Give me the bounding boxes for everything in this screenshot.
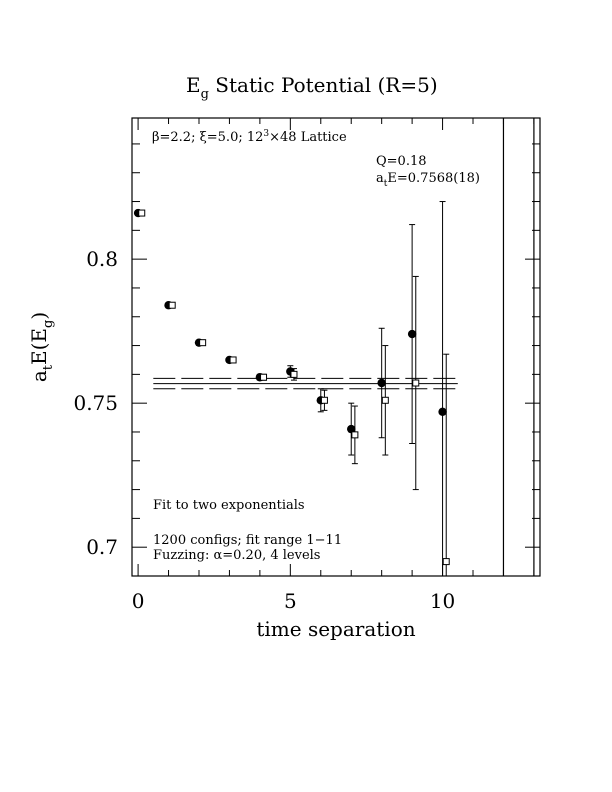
fit-band (153, 377, 458, 390)
data-point-circle (377, 378, 386, 388)
data-point-square (412, 379, 420, 387)
lattice-params: β=2.2; ξ=5.0; 123×48 Lattice (152, 129, 347, 145)
data-point-circle (407, 329, 417, 339)
data-point-square (199, 339, 207, 347)
y-tick-label: 0.7 (86, 535, 118, 559)
vertical-lines (502, 118, 535, 576)
x-tick-label: 10 (430, 589, 455, 613)
axis-ticks (132, 118, 540, 576)
data-point-circle (347, 424, 356, 434)
plot-frame (131, 117, 541, 577)
data-point-square (138, 209, 146, 217)
y-tick-label: 0.75 (73, 391, 118, 415)
y-tick-labels: 0.7 0.75 0.8 (73, 247, 118, 559)
data-point-square (320, 396, 328, 404)
fuzzing-note: Fuzzing: α=0.20, 4 levels (153, 548, 320, 563)
chart-title: Eg Static Potential (R=5) (186, 73, 438, 102)
data-point-square (381, 396, 389, 404)
data-point-square (229, 356, 237, 364)
x-tick-label: 5 (284, 589, 297, 613)
fit-type-note: Fit to two exponentials (153, 498, 305, 513)
data-point-square (168, 301, 176, 309)
data-point-square (290, 370, 298, 378)
x-tick-label: 0 (132, 589, 145, 613)
fit-energy: atE=0.7568(18) (376, 171, 480, 189)
y-tick-label: 0.8 (86, 247, 118, 271)
configs-note: 1200 configs; fit range 1−11 (153, 533, 342, 548)
data-point-square (260, 373, 268, 381)
data-point-square (442, 558, 450, 566)
q-value: Q=0.18 (376, 154, 427, 169)
x-axis-label: time separation (256, 617, 415, 641)
data-markers (133, 208, 450, 566)
data-point-square (351, 431, 359, 439)
data-point-circle (438, 407, 447, 417)
y-axis-label: atE(Eg) (27, 312, 56, 382)
x-tick-labels: 0 5 10 (132, 589, 456, 613)
